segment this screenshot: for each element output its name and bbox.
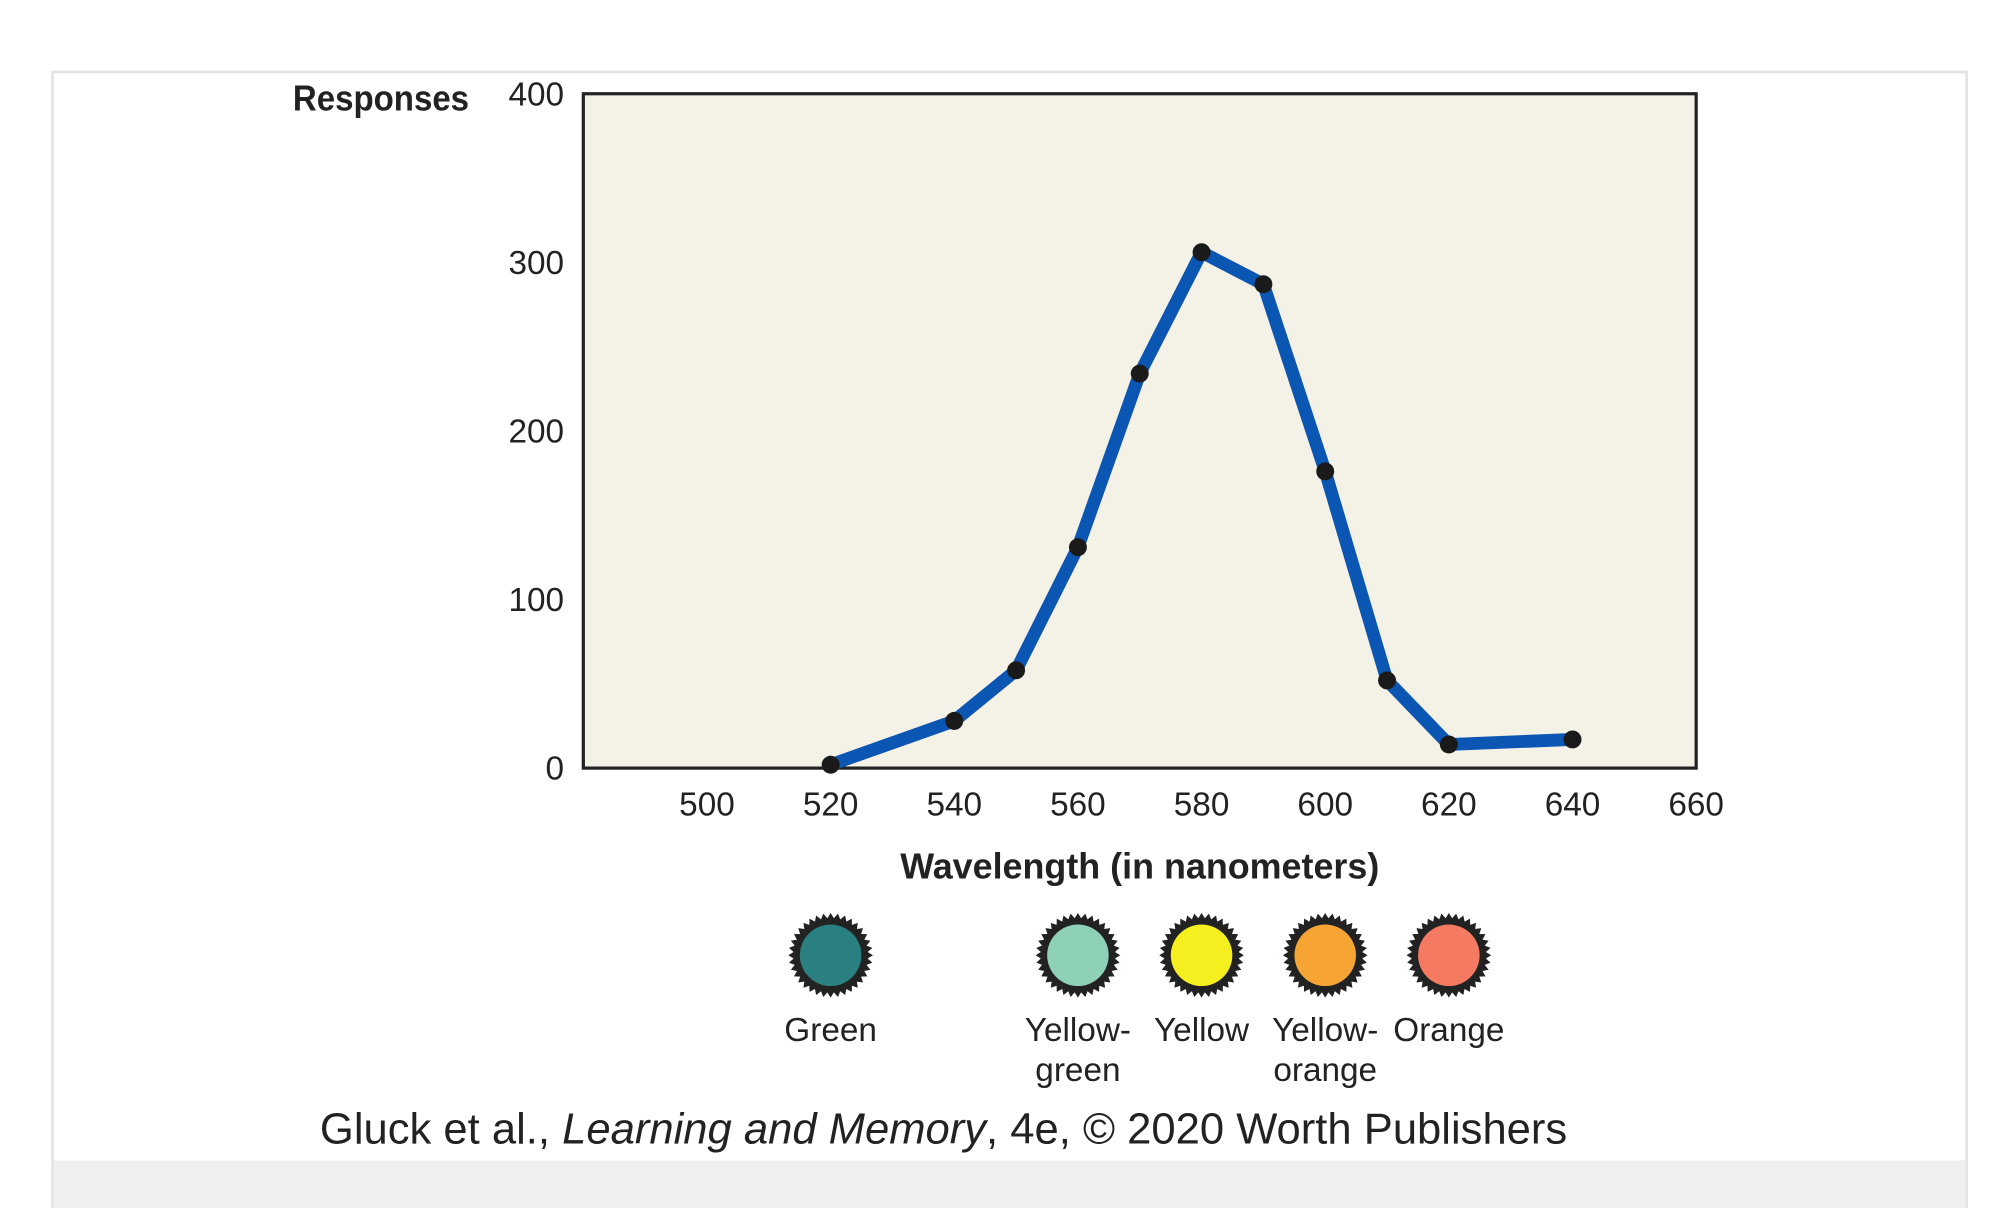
x-tick-label: 620 xyxy=(1421,787,1477,824)
color-chip xyxy=(1035,912,1121,998)
data-point xyxy=(821,755,840,774)
data-point xyxy=(1316,462,1335,481)
chip-label: Orange xyxy=(1393,1012,1504,1049)
chip-label: Yellow- xyxy=(1272,1012,1378,1049)
data-point xyxy=(1130,364,1149,383)
y-tick-label: 300 xyxy=(508,245,564,282)
data-point xyxy=(1563,730,1582,749)
x-tick-label: 600 xyxy=(1297,787,1353,824)
chip-label: Green xyxy=(784,1012,877,1049)
data-point xyxy=(1378,671,1397,690)
x-tick-label: 640 xyxy=(1545,787,1601,824)
data-point xyxy=(1254,275,1273,294)
chip-label: Yellow- xyxy=(1025,1012,1131,1049)
caption-title: Learning and Memory xyxy=(562,1106,988,1154)
chip-label: Yellow xyxy=(1154,1012,1250,1049)
color-chip xyxy=(1159,912,1244,998)
x-tick-label: 520 xyxy=(803,787,859,824)
y-tick-label: 100 xyxy=(508,582,564,619)
x-tick-label: 560 xyxy=(1050,787,1106,824)
chip-label: green xyxy=(1035,1052,1120,1089)
y-tick-label: 200 xyxy=(508,413,564,450)
chip-fill xyxy=(1170,924,1233,987)
caption-bar xyxy=(53,1160,1966,1208)
chip-fill xyxy=(1294,924,1356,987)
caption-text: Gluck et al., xyxy=(320,1106,562,1154)
y-tick-label: 400 xyxy=(508,76,564,113)
chip-label: orange xyxy=(1273,1052,1377,1089)
data-point xyxy=(1192,243,1211,262)
chip-fill xyxy=(799,924,862,987)
x-tick-label: 500 xyxy=(679,787,735,824)
x-tick-label: 580 xyxy=(1174,787,1230,824)
data-point xyxy=(1439,735,1458,754)
data-point xyxy=(1007,661,1026,680)
x-tick-label: 660 xyxy=(1668,787,1724,824)
y-axis-label: Responses xyxy=(293,79,469,119)
chip-fill xyxy=(1418,924,1480,987)
plot-area xyxy=(581,92,1698,770)
data-point xyxy=(945,711,964,730)
color-chip xyxy=(1406,912,1492,998)
x-tick-label: 540 xyxy=(926,787,982,824)
chip-fill xyxy=(1047,924,1109,987)
y-tick-label: 0 xyxy=(546,751,565,788)
caption: Gluck et al., Learning and Memory, 4e, ©… xyxy=(320,1106,1567,1154)
color-chip xyxy=(1282,912,1368,998)
caption-text: , 4e, © 2020 Worth Publishers xyxy=(986,1106,1567,1154)
data-point xyxy=(1068,538,1087,557)
color-chip xyxy=(788,912,873,998)
x-axis-label: Wavelength (in nanometers) xyxy=(900,846,1379,886)
